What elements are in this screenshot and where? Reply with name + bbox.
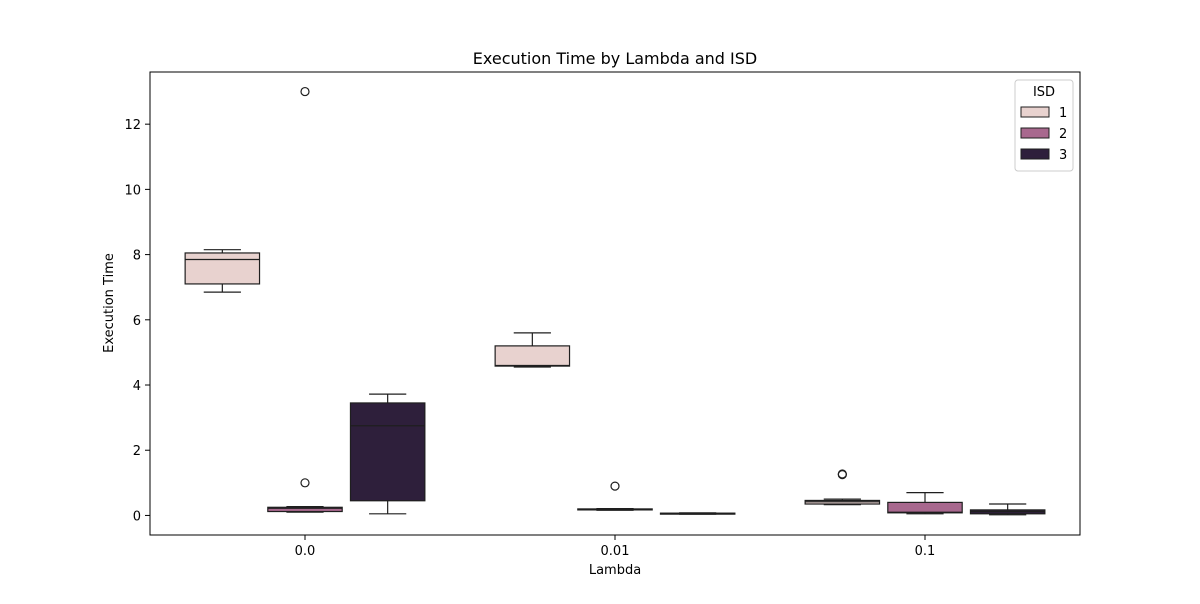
x-tick-label: 0.1 [915,544,936,559]
x-tick-label: 0.0 [295,544,316,559]
y-axis-title: Execution Time [102,253,117,353]
legend-swatch [1020,148,1050,160]
box-series-3 [349,402,426,502]
legend-swatch [1020,106,1050,118]
legend-label: 3 [1059,148,1067,163]
outlier-point [300,478,310,488]
box-series-1 [184,252,261,285]
legend-swatch [1020,127,1050,139]
y-tick-label: 2 [133,444,141,459]
legend-title: ISD [1033,85,1055,100]
chart-title: Execution Time by Lambda and ISD [473,49,757,68]
outlier-point [610,481,620,491]
y-tick-label: 10 [124,183,141,198]
box-series-2 [267,506,343,513]
legend-frame [1014,79,1074,172]
y-tick-label: 12 [124,118,141,133]
y-tick-label: 6 [133,314,141,329]
x-axis-title: Lambda [589,563,641,578]
outlier-point [837,469,847,479]
box-series-2 [887,501,963,514]
legend-label: 2 [1059,127,1067,142]
y-tick-label: 8 [133,249,141,264]
y-tick-label: 4 [133,379,141,394]
legend: ISD 1 2 3 [1014,79,1074,172]
legend-label: 1 [1059,106,1067,121]
box-series-1 [494,345,571,367]
y-tick-label: 0 [133,509,141,524]
outlier-point [300,86,310,97]
plot-frame [149,71,1081,536]
x-tick-label: 0.01 [601,544,630,559]
